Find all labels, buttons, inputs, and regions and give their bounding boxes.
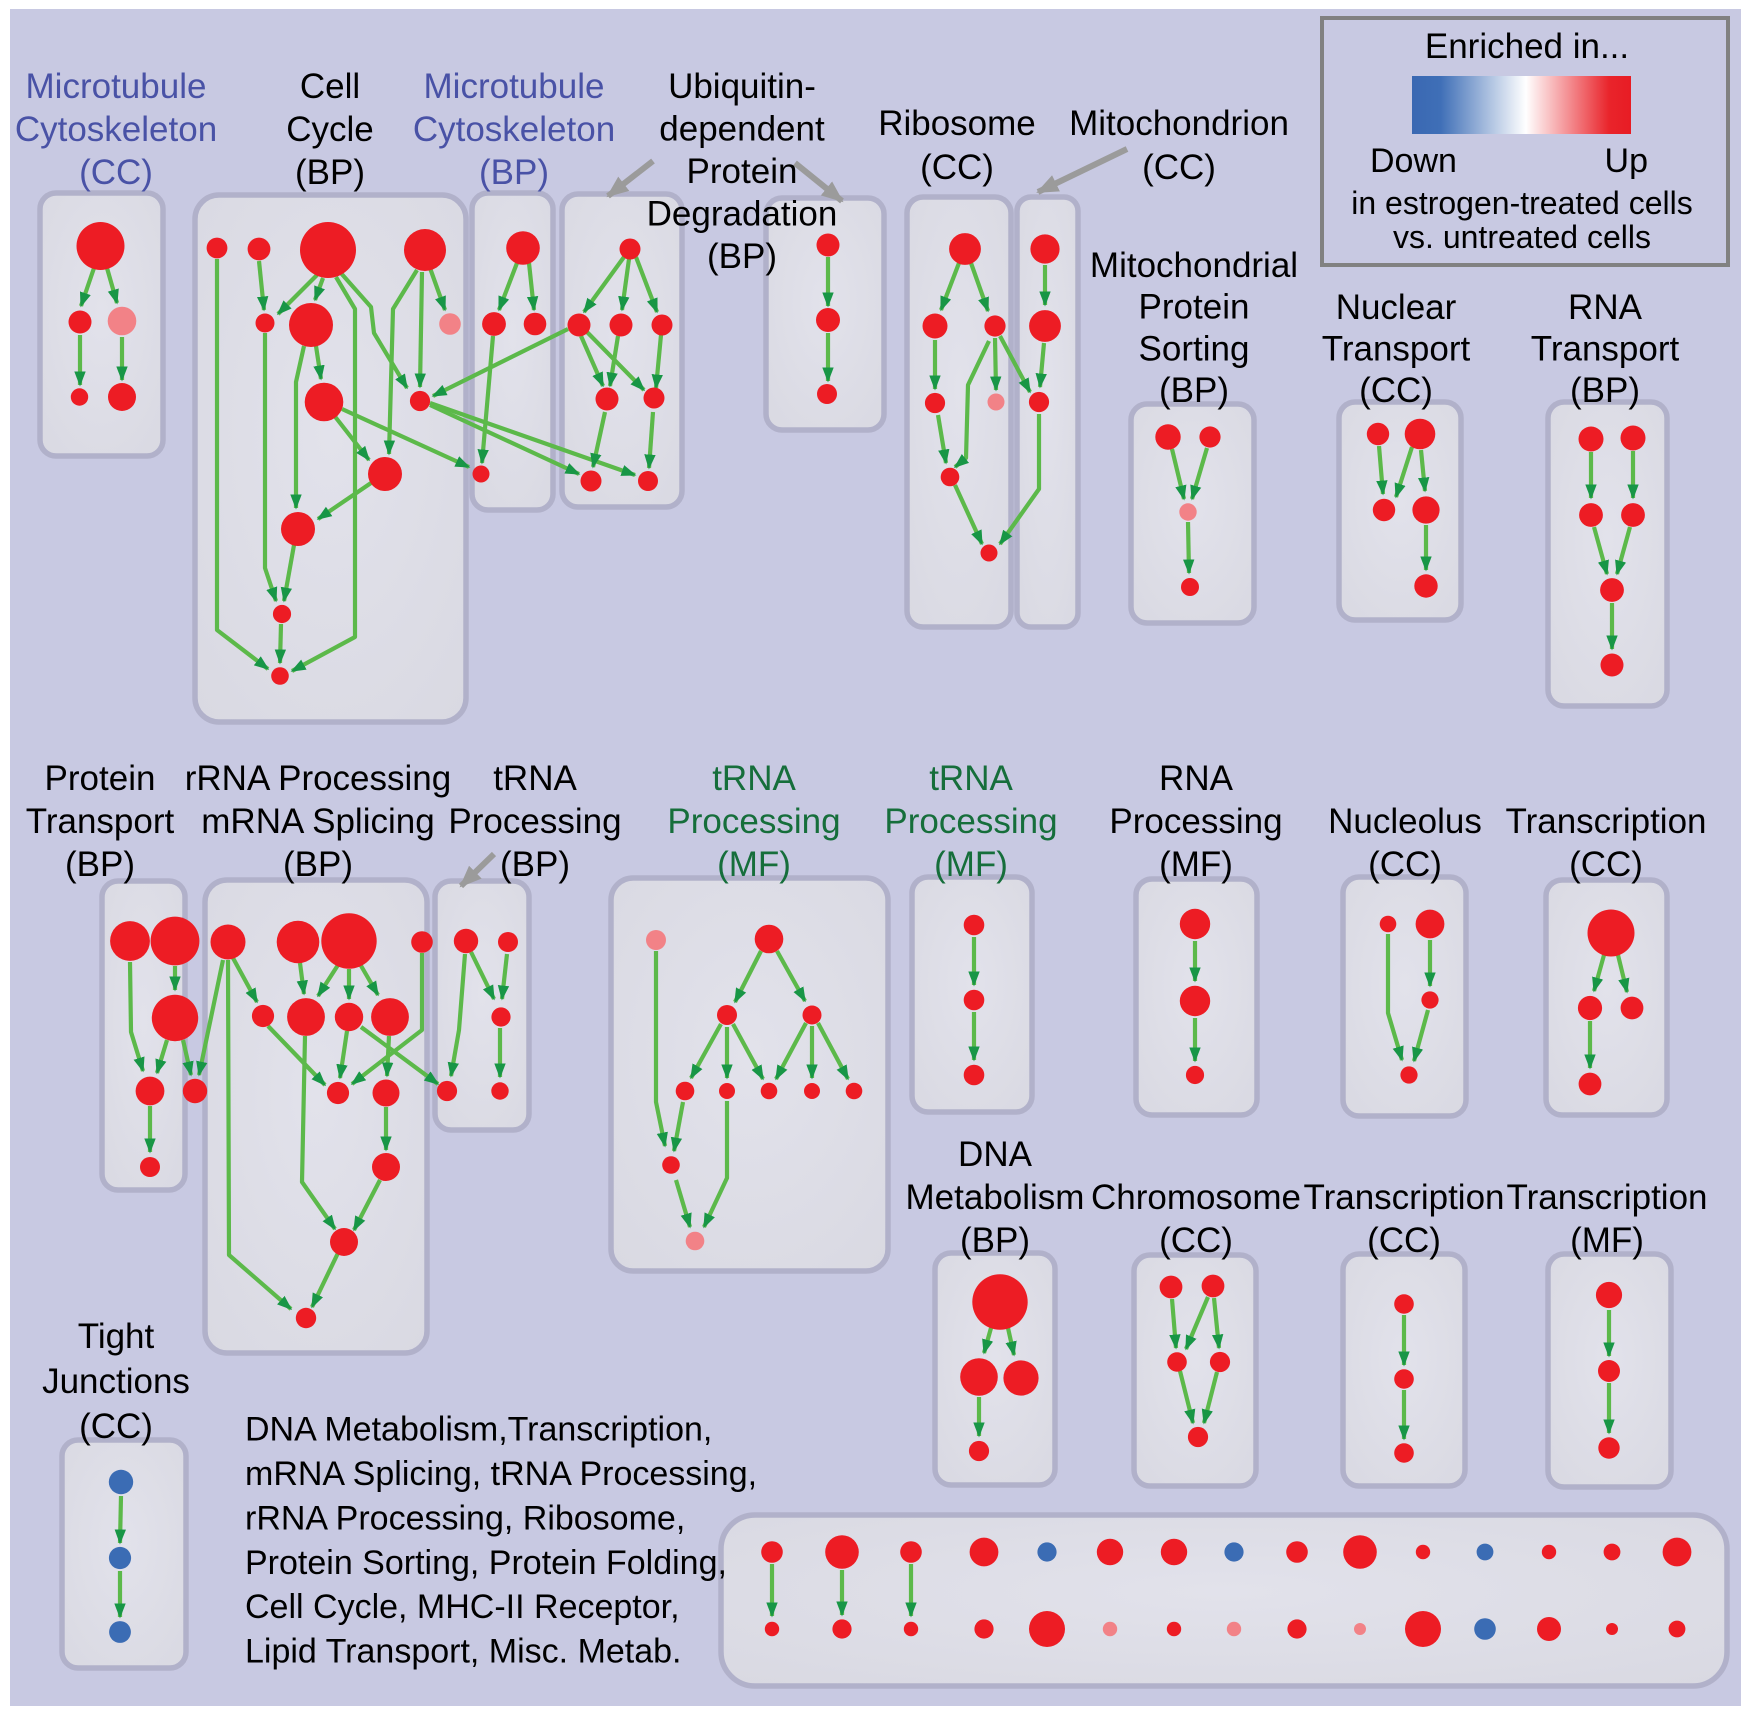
svg-text:mRNA Splicing, tRNA Processing: mRNA Splicing, tRNA Processing,: [245, 1455, 757, 1493]
svg-text:(MF): (MF): [1570, 1221, 1644, 1260]
svg-text:Cell: Cell: [300, 67, 360, 106]
svg-text:Nuclear: Nuclear: [1336, 288, 1457, 327]
svg-text:RNA: RNA: [1568, 288, 1643, 327]
svg-text:dependent: dependent: [659, 110, 825, 149]
svg-text:(MF): (MF): [717, 845, 791, 884]
svg-text:Junctions: Junctions: [42, 1362, 190, 1401]
svg-text:(MF): (MF): [1159, 845, 1233, 884]
svg-text:(BP): (BP): [65, 845, 135, 884]
svg-text:Lipid Transport, Misc. Metab.: Lipid Transport, Misc. Metab.: [245, 1633, 682, 1671]
svg-text:(CC): (CC): [1159, 1221, 1233, 1260]
svg-text:(CC): (CC): [79, 1407, 153, 1446]
svg-text:Sorting: Sorting: [1139, 329, 1250, 368]
svg-text:(CC): (CC): [1359, 371, 1433, 410]
svg-text:Ribosome: Ribosome: [878, 104, 1036, 143]
svg-text:Cytoskeleton: Cytoskeleton: [15, 110, 217, 149]
svg-text:Transcription: Transcription: [1507, 1178, 1708, 1217]
svg-text:Transport: Transport: [1531, 330, 1680, 369]
svg-text:(CC): (CC): [1569, 845, 1643, 884]
svg-text:Cycle: Cycle: [286, 110, 374, 149]
svg-text:(CC): (CC): [920, 148, 994, 187]
svg-text:(BP): (BP): [295, 153, 365, 192]
svg-text:Transport: Transport: [1322, 330, 1471, 369]
svg-text:(BP): (BP): [283, 845, 353, 884]
svg-text:(BP): (BP): [1159, 371, 1229, 410]
svg-text:tRNA: tRNA: [712, 759, 796, 798]
svg-text:vs. untreated cells: vs. untreated cells: [1393, 219, 1651, 255]
svg-text:Tight: Tight: [78, 1317, 155, 1356]
svg-text:DNA: DNA: [958, 1135, 1033, 1174]
svg-text:(BP): (BP): [479, 153, 549, 192]
svg-text:Cytoskeleton: Cytoskeleton: [413, 110, 615, 149]
svg-text:Nucleolus: Nucleolus: [1328, 802, 1482, 841]
svg-text:Processing: Processing: [448, 802, 621, 841]
svg-text:Up: Up: [1605, 142, 1648, 180]
svg-text:Protein Sorting, Protein Foldi: Protein Sorting, Protein Folding,: [245, 1544, 727, 1582]
svg-text:(BP): (BP): [960, 1221, 1030, 1260]
svg-text:Microtubule: Microtubule: [424, 67, 605, 106]
svg-text:Chromosome: Chromosome: [1091, 1178, 1301, 1217]
svg-text:(CC): (CC): [1368, 845, 1442, 884]
svg-text:Processing: Processing: [667, 802, 840, 841]
svg-text:Mitochondrial: Mitochondrial: [1090, 246, 1298, 285]
svg-text:Transcription: Transcription: [1304, 1178, 1505, 1217]
svg-text:Enriched in...: Enriched in...: [1425, 27, 1629, 66]
svg-text:Processing: Processing: [884, 802, 1057, 841]
svg-text:Metabolism: Metabolism: [906, 1178, 1085, 1217]
svg-text:mRNA Splicing: mRNA Splicing: [201, 802, 434, 841]
svg-text:Transport: Transport: [26, 802, 175, 841]
svg-text:Protein: Protein: [687, 152, 798, 191]
svg-text:Mitochondrion: Mitochondrion: [1069, 104, 1289, 143]
svg-text:(BP): (BP): [1570, 371, 1640, 410]
svg-text:DNA Metabolism,Transcription,: DNA Metabolism,Transcription,: [245, 1411, 712, 1449]
svg-text:(BP): (BP): [500, 845, 570, 884]
svg-text:rRNA Processing, Ribosome,: rRNA Processing, Ribosome,: [245, 1499, 685, 1537]
svg-text:tRNA: tRNA: [493, 759, 577, 798]
svg-text:Degradation: Degradation: [647, 195, 838, 234]
svg-text:Cell Cycle, MHC-II Receptor,: Cell Cycle, MHC-II Receptor,: [245, 1588, 680, 1626]
svg-text:Processing: Processing: [1109, 802, 1282, 841]
svg-text:Microtubule: Microtubule: [26, 67, 207, 106]
svg-text:(CC): (CC): [1367, 1221, 1441, 1260]
svg-text:RNA: RNA: [1159, 759, 1234, 798]
svg-text:Ubiquitin-: Ubiquitin-: [668, 67, 816, 106]
svg-text:rRNA Processing: rRNA Processing: [185, 759, 451, 798]
svg-text:(MF): (MF): [934, 845, 1008, 884]
svg-text:tRNA: tRNA: [929, 759, 1013, 798]
svg-text:Transcription: Transcription: [1506, 802, 1707, 841]
svg-text:(BP): (BP): [707, 237, 777, 276]
svg-text:Protein: Protein: [1139, 288, 1250, 327]
svg-text:(CC): (CC): [1142, 148, 1216, 187]
svg-text:Down: Down: [1370, 142, 1457, 180]
svg-text:(CC): (CC): [79, 153, 153, 192]
svg-text:Protein: Protein: [45, 759, 156, 798]
svg-text:in estrogen-treated cells: in estrogen-treated cells: [1351, 185, 1693, 221]
